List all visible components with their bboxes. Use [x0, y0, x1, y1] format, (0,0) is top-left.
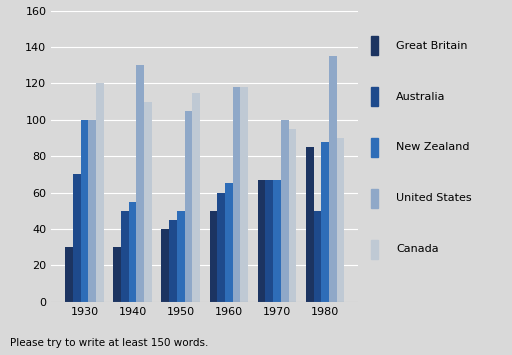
- Bar: [329, 56, 337, 302]
- Text: Please try to write at least 150 words.: Please try to write at least 150 words.: [10, 338, 208, 348]
- Bar: [185, 111, 193, 302]
- Bar: [314, 211, 322, 302]
- Bar: [258, 180, 265, 302]
- Bar: [265, 180, 273, 302]
- Bar: [281, 120, 289, 302]
- Bar: [113, 247, 121, 302]
- Bar: [233, 87, 241, 302]
- Bar: [129, 202, 136, 302]
- Bar: [169, 220, 177, 302]
- Bar: [225, 184, 233, 302]
- Text: Australia: Australia: [396, 92, 446, 102]
- Bar: [193, 93, 200, 302]
- Text: New Zealand: New Zealand: [396, 142, 470, 152]
- Bar: [217, 192, 225, 302]
- Bar: [273, 180, 281, 302]
- Bar: [371, 189, 378, 208]
- Bar: [96, 83, 104, 302]
- Text: United States: United States: [396, 193, 472, 203]
- Bar: [65, 247, 73, 302]
- Bar: [73, 174, 80, 302]
- Bar: [371, 87, 378, 106]
- Bar: [322, 142, 329, 302]
- Text: Canada: Canada: [396, 244, 439, 254]
- Bar: [289, 129, 296, 302]
- Bar: [177, 211, 185, 302]
- Bar: [371, 36, 378, 55]
- Text: Great Britain: Great Britain: [396, 40, 468, 50]
- Bar: [80, 120, 88, 302]
- Bar: [306, 147, 314, 302]
- Bar: [209, 211, 217, 302]
- Bar: [337, 138, 345, 302]
- Bar: [371, 138, 378, 157]
- Bar: [161, 229, 169, 302]
- Bar: [136, 65, 144, 302]
- Bar: [371, 240, 378, 259]
- Bar: [144, 102, 152, 302]
- Bar: [88, 120, 96, 302]
- Bar: [121, 211, 129, 302]
- Bar: [241, 87, 248, 302]
